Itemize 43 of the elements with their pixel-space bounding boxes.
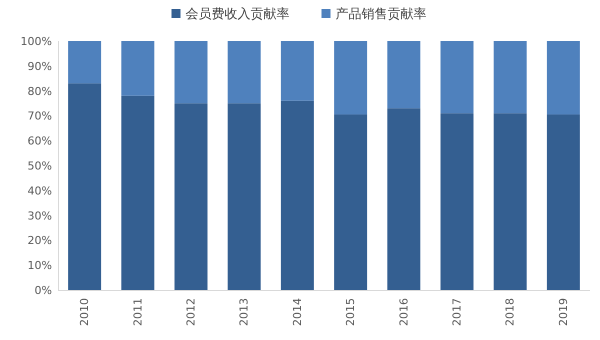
x-tick-label: 2018 <box>504 298 517 326</box>
bar <box>334 41 368 114</box>
y-tick-label: 100% <box>20 35 52 48</box>
bar <box>121 41 154 96</box>
bar <box>280 41 314 101</box>
bar <box>494 41 527 114</box>
x-tick-label: 2010 <box>78 298 92 326</box>
y-tick-label: 70% <box>28 110 52 123</box>
bar <box>228 103 261 290</box>
x-tick-label: 2019 <box>556 298 570 326</box>
bar <box>121 96 154 290</box>
x-tick-label: 2012 <box>184 298 198 326</box>
x-tick-label: 2017 <box>450 298 464 326</box>
bar <box>334 114 368 290</box>
y-tick-label: 80% <box>28 84 52 98</box>
bar <box>228 41 261 104</box>
bar <box>546 41 580 114</box>
bar <box>387 108 420 290</box>
x-tick-label: 2015 <box>344 298 358 326</box>
bar <box>68 41 102 84</box>
y-tick-label: 20% <box>28 234 52 248</box>
bar <box>494 113 527 290</box>
legend-label: 会员费收入贡献率 <box>186 6 290 22</box>
x-tick-label: 2014 <box>290 298 304 326</box>
y-tick-label: 90% <box>28 60 52 73</box>
legend-label: 产品销售贡献率 <box>336 6 426 22</box>
y-tick-label: 60% <box>28 134 52 148</box>
bar <box>546 114 580 290</box>
y-tick-label: 0% <box>34 284 52 297</box>
y-tick-label: 50% <box>28 160 52 172</box>
y-tick-label: 30% <box>28 209 52 222</box>
y-tick-label: 10% <box>28 259 52 272</box>
y-tick-label: 40% <box>28 184 52 198</box>
x-tick-label: 2013 <box>238 298 251 326</box>
bar <box>174 103 208 290</box>
bar <box>440 113 474 290</box>
bar <box>174 41 208 104</box>
bar <box>68 83 102 290</box>
x-tick-label: 2011 <box>131 298 144 326</box>
x-tick-label: 2016 <box>397 298 410 326</box>
bar <box>280 100 314 290</box>
bar <box>440 41 474 114</box>
bar <box>387 41 420 108</box>
